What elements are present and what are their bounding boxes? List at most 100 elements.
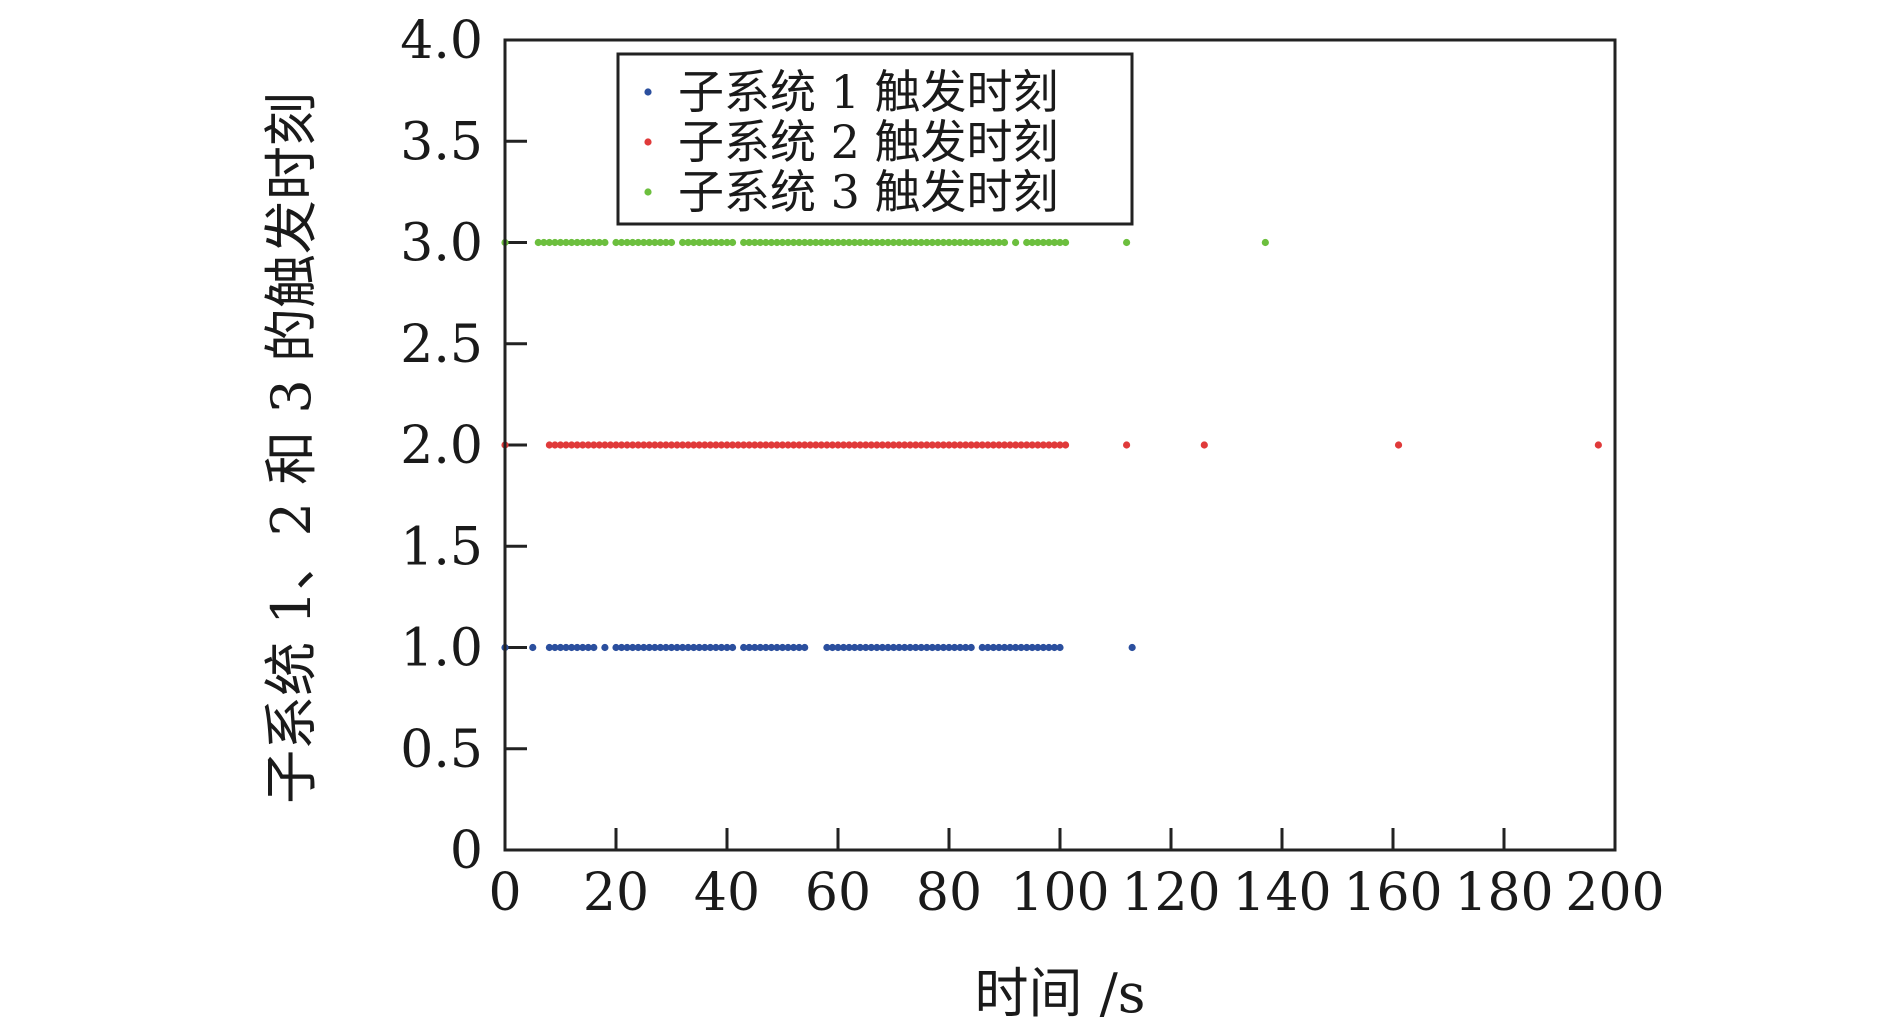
data-point — [1039, 643, 1047, 652]
data-point — [1017, 643, 1025, 652]
data-point — [717, 441, 726, 449]
data-point — [823, 238, 831, 247]
data-point — [623, 643, 631, 652]
data-point — [801, 441, 809, 449]
data-point — [773, 238, 781, 247]
data-point — [1017, 441, 1025, 449]
data-point — [773, 643, 781, 652]
data-point — [839, 643, 848, 652]
data-point — [806, 441, 814, 449]
data-point — [889, 441, 898, 449]
data-point — [817, 441, 825, 449]
data-point — [706, 441, 714, 449]
data-point — [1045, 238, 1053, 247]
data-point — [884, 238, 892, 247]
data-point — [745, 238, 753, 247]
data-point — [679, 441, 687, 449]
data-point — [579, 238, 587, 247]
data-point — [956, 441, 964, 449]
data-point — [878, 643, 887, 652]
data-point — [1006, 441, 1014, 449]
data-point — [1000, 441, 1009, 449]
data-point — [590, 238, 598, 247]
data-point — [1594, 441, 1602, 449]
data-point — [701, 643, 709, 652]
data-point — [573, 643, 581, 652]
data-point — [839, 238, 848, 247]
data-point — [1200, 441, 1208, 449]
data-point — [845, 441, 853, 449]
data-point — [767, 238, 776, 247]
data-point — [712, 643, 720, 652]
data-point — [1045, 441, 1053, 449]
data-point — [612, 238, 620, 247]
data-point — [1061, 238, 1070, 247]
data-point — [1012, 441, 1020, 449]
data-point — [795, 643, 803, 652]
data-point — [695, 238, 703, 247]
data-point — [573, 238, 581, 247]
x-tick-label: 40 — [694, 863, 760, 923]
data-point — [617, 643, 626, 652]
data-point — [773, 441, 781, 449]
data-point — [828, 441, 837, 449]
data-point — [706, 238, 714, 247]
data-point — [673, 643, 681, 652]
data-point — [1056, 643, 1064, 652]
data-point — [1000, 238, 1009, 247]
data-point — [839, 441, 848, 449]
x-tick-label: 60 — [805, 863, 871, 923]
data-point — [1056, 441, 1064, 449]
data-point — [878, 238, 887, 247]
data-point — [956, 238, 964, 247]
data-point — [939, 643, 948, 652]
x-tick-label: 80 — [916, 863, 982, 923]
y-tick-label: 3.0 — [400, 214, 483, 274]
y-tick-label: 1.5 — [400, 517, 483, 577]
data-point — [1023, 643, 1031, 652]
data-point — [601, 238, 609, 247]
data-point — [762, 643, 770, 652]
data-point — [967, 441, 975, 449]
y-tick-label: 4.0 — [400, 11, 483, 71]
data-point — [812, 238, 820, 247]
data-point — [562, 643, 570, 652]
data-point — [556, 238, 565, 247]
data-point — [651, 238, 659, 247]
y-tick-label: 2.0 — [400, 416, 483, 476]
data-point — [778, 643, 787, 652]
data-point — [723, 643, 731, 652]
data-points — [501, 238, 1602, 652]
data-point — [712, 441, 720, 449]
data-point — [778, 441, 787, 449]
data-point — [1023, 238, 1031, 247]
data-point — [584, 441, 592, 449]
data-point — [978, 643, 986, 652]
data-point — [623, 238, 631, 247]
data-point — [645, 643, 653, 652]
data-point — [945, 441, 953, 449]
data-point — [751, 238, 759, 247]
data-point — [778, 238, 787, 247]
data-point — [584, 643, 592, 652]
data-point — [978, 441, 986, 449]
data-point — [562, 238, 570, 247]
data-point — [989, 238, 998, 247]
data-point — [679, 643, 687, 652]
data-point — [740, 238, 748, 247]
data-point — [995, 238, 1003, 247]
data-point — [667, 441, 676, 449]
data-point — [984, 238, 992, 247]
data-point — [1028, 441, 1036, 449]
data-point — [923, 238, 931, 247]
y-tick-label: 0.5 — [400, 720, 483, 780]
data-point — [962, 441, 970, 449]
data-point — [656, 238, 665, 247]
data-point — [662, 643, 670, 652]
data-point — [728, 238, 737, 247]
y-axis-title: 子系统 1、2 和 3 的触发时刻 — [260, 92, 323, 804]
data-point — [629, 238, 637, 247]
data-point — [812, 441, 820, 449]
data-point — [989, 441, 998, 449]
data-point — [684, 238, 692, 247]
